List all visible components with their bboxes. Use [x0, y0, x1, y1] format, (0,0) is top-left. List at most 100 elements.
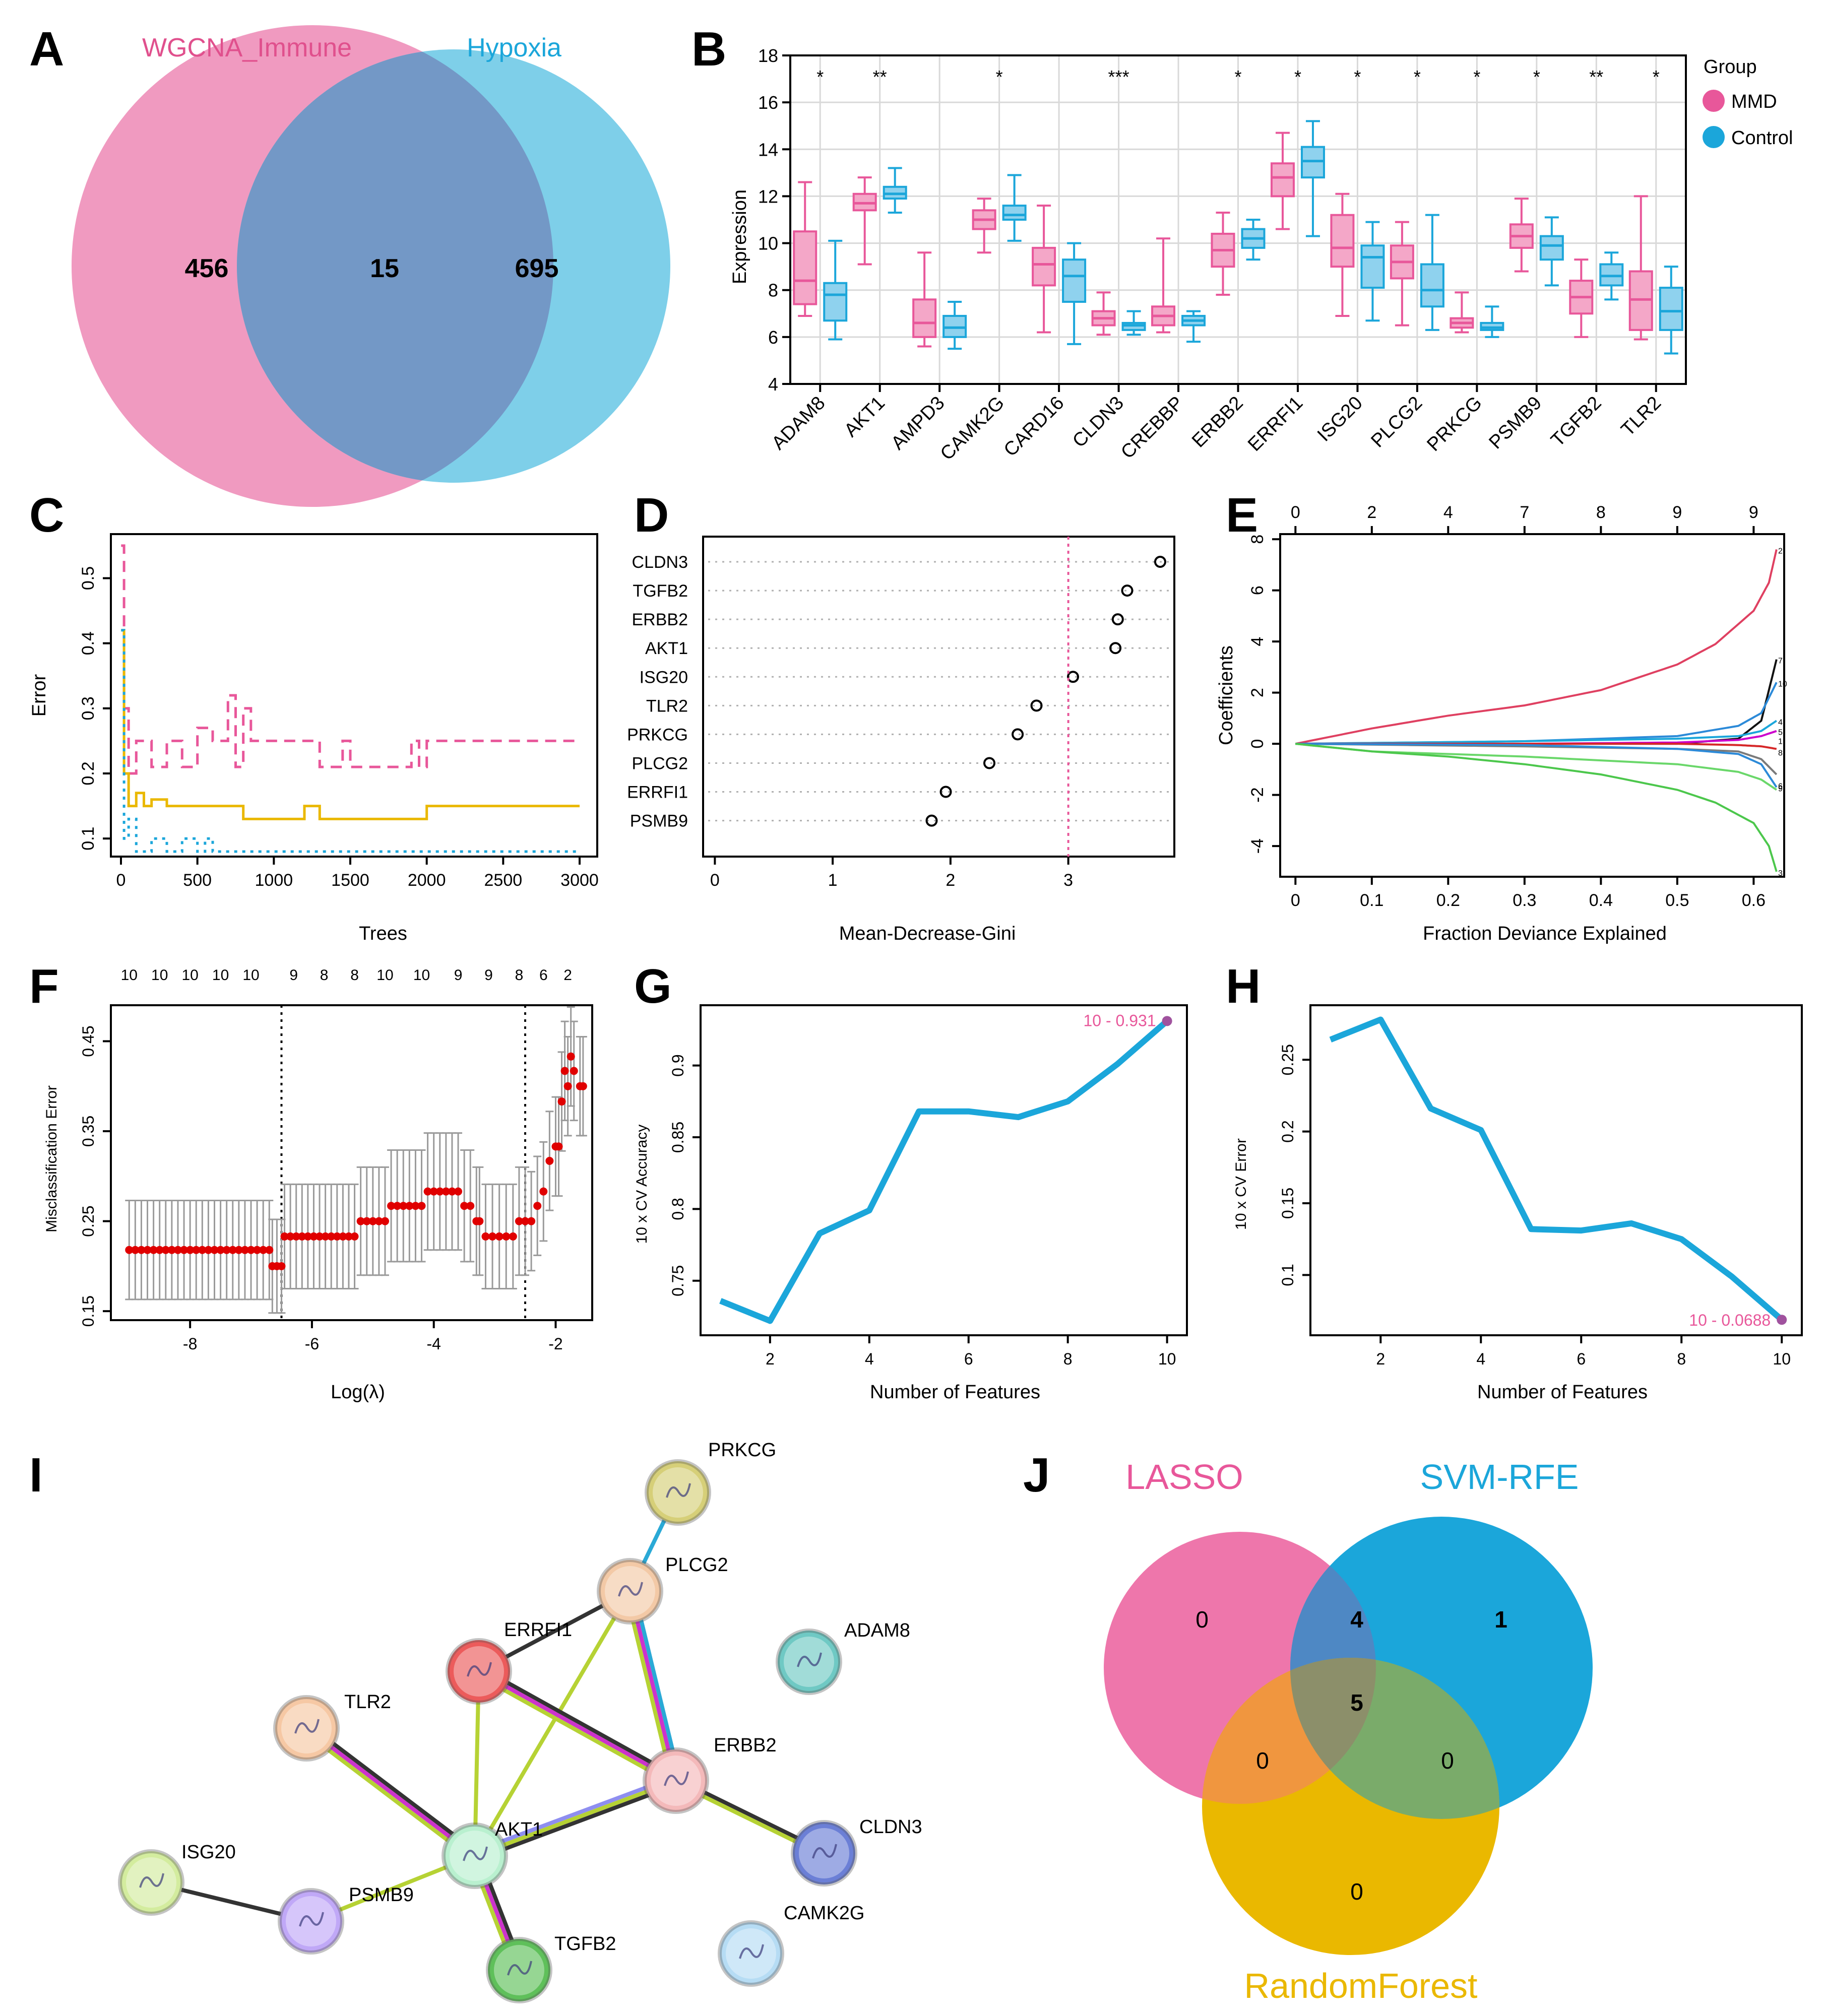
box-iqr: [1270, 162, 1295, 198]
x-tick-label: 0.5: [1665, 891, 1689, 910]
significance-camk2g: *: [996, 67, 1003, 87]
cv-error-point: [149, 1246, 158, 1254]
cv-error-point: [567, 1052, 575, 1061]
rf-error-line-mmd: [121, 544, 580, 775]
box-tgfb2-ctrl: [1599, 251, 1624, 301]
y-tick-label: 0.4: [79, 631, 98, 655]
significance-akt1: **: [873, 67, 887, 87]
network-edge-tlr2-akt1: [302, 1730, 474, 1861]
cv-error-point: [448, 1187, 456, 1196]
significance-prkcg: *: [1473, 67, 1480, 87]
cv-error-point: [210, 1246, 219, 1254]
cv-error-point: [539, 1187, 548, 1196]
panel-label-g: G: [634, 959, 672, 1013]
gini-point-erbb2: [1111, 613, 1124, 626]
plot-frame: [110, 533, 598, 858]
cv-error-point: [344, 1232, 353, 1241]
cv-error-point: [502, 1232, 511, 1241]
box-crebbp-mmd: [1151, 237, 1176, 334]
top-tick-label: 8: [1596, 503, 1606, 522]
protein-structure-icon: [507, 1961, 532, 1976]
cv-error-point: [277, 1262, 286, 1270]
panel-label-f: F: [29, 959, 59, 1013]
y-tick-label: 0.2: [79, 761, 98, 785]
top-tick-label: 9: [1749, 503, 1758, 522]
box-errfi1-mmd: [1270, 132, 1295, 230]
cv-error-point: [316, 1232, 324, 1241]
venn-count-svm-rf: 0: [1441, 1747, 1454, 1774]
cv-error-point: [186, 1246, 195, 1254]
cv-error-point: [339, 1232, 347, 1241]
box-iqr: [1420, 263, 1444, 308]
protein-structure-icon: [664, 1771, 689, 1786]
cv-error-point: [393, 1202, 402, 1210]
box-tlr2-mmd: [1628, 195, 1653, 341]
network-node-label-adam8: ADAM8: [844, 1620, 910, 1641]
network-node-errfi1: [446, 1638, 512, 1705]
venn-set-label-hypoxia: Hypoxia: [467, 33, 561, 62]
cv-error-point: [521, 1217, 530, 1225]
top-tick-label: 2: [1367, 503, 1376, 522]
venn-set-label-randomforest: RandomForest: [1244, 1966, 1478, 2005]
cv-error-point: [327, 1232, 336, 1241]
cv-error-point: [228, 1246, 237, 1254]
x-tick-label-isg20: ISG20: [1313, 393, 1367, 446]
legend-swatch-mmd: [1703, 90, 1725, 112]
cv-error-point: [216, 1246, 225, 1254]
cv-error-point: [173, 1246, 182, 1254]
boxplot-y-axis-title: Expression: [729, 189, 750, 284]
gini-gene-label-isg20: ISG20: [640, 668, 688, 687]
x-tick-label-psmb9: PSMB9: [1485, 393, 1546, 453]
network-node-isg20: [118, 1849, 184, 1916]
gini-gene-label-errfi1: ERRFI1: [627, 783, 688, 802]
plot-frame: [110, 1004, 593, 1321]
x-tick-label: 0.4: [1589, 891, 1613, 910]
x-tick-label: -4: [426, 1335, 440, 1353]
cv-error-point: [240, 1246, 249, 1254]
coef-path-label: 7: [1778, 657, 1783, 666]
venn-set-label-lasso: LASSO: [1125, 1457, 1243, 1497]
venn-count-hypoxia-only: 695: [515, 254, 559, 283]
top-count-label: 6: [539, 967, 548, 984]
network-node-label-tgfb2: TGFB2: [554, 1933, 616, 1955]
cv-error-point: [466, 1202, 475, 1210]
top-count-label: 10: [212, 967, 229, 984]
y-tick-label: 0.15: [1279, 1188, 1297, 1219]
x-tick-label: 0.2: [1436, 891, 1460, 910]
box-ampd3-mmd: [912, 251, 937, 348]
cv-error-point: [579, 1082, 587, 1090]
y-tick-label: 0.1: [79, 827, 98, 851]
cv-error-point: [411, 1202, 420, 1210]
y-tick-label: 8: [768, 280, 778, 301]
protein-structure-icon: [467, 1662, 492, 1677]
box-prkcg-mmd: [1450, 291, 1474, 334]
cv-error-point: [557, 1097, 566, 1106]
cv-error-point: [303, 1232, 312, 1241]
x-tick-label: 1500: [331, 871, 369, 890]
x-tick-label-card16: CARD16: [1000, 393, 1068, 461]
x-tick-label: -2: [548, 1335, 562, 1353]
svm-acc-y-axis-title: 10 x CV Accuracy: [634, 1125, 650, 1244]
x-tick-label: 4: [865, 1350, 874, 1368]
panel-label-c: C: [29, 488, 64, 542]
cv-error-point: [253, 1246, 262, 1254]
protein-structure-icon: [618, 1582, 643, 1597]
y-tick-label: 0.3: [79, 696, 98, 720]
coef-path-9: [1295, 743, 1778, 788]
cv-error-point: [545, 1156, 554, 1165]
x-tick-label: 2: [766, 1350, 775, 1368]
coef-path-label: 4: [1778, 718, 1783, 727]
network-node-erbb2: [643, 1747, 709, 1814]
svm-error-plot: Number of Features 10 x CV Error 2 4 6 8 10 0…: [1233, 1004, 1803, 1403]
venn-set-label-wgcna-immune: WGCNA_Immune: [142, 33, 352, 62]
x-tick-label: 8: [1677, 1350, 1686, 1368]
rf-error-line-oob: [121, 629, 580, 820]
cv-error-point: [417, 1202, 426, 1210]
y-tick-label: 6: [768, 327, 778, 348]
cv-error-point: [180, 1246, 188, 1254]
y-tick-label: -4: [1248, 838, 1267, 854]
plot-frame: [789, 54, 1687, 385]
coef-path-6: [1295, 743, 1778, 775]
cv-error-point: [350, 1232, 359, 1241]
network-node-label-erbb2: ERBB2: [714, 1735, 777, 1756]
